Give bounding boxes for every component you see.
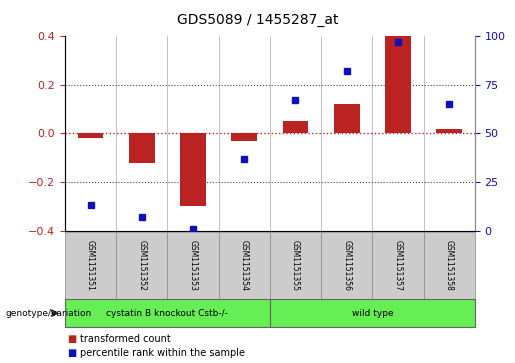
Text: GSM1151357: GSM1151357 bbox=[393, 240, 402, 291]
Text: wild type: wild type bbox=[352, 309, 393, 318]
Bar bbox=[231, 133, 257, 141]
Bar bbox=[129, 133, 154, 163]
Text: GSM1151351: GSM1151351 bbox=[86, 240, 95, 291]
Bar bbox=[78, 133, 104, 138]
Text: ■: ■ bbox=[67, 348, 76, 358]
Text: GSM1151352: GSM1151352 bbox=[138, 240, 146, 291]
Text: ■: ■ bbox=[67, 334, 76, 344]
Text: GSM1151356: GSM1151356 bbox=[342, 240, 351, 291]
Bar bbox=[436, 129, 462, 133]
Text: genotype/variation: genotype/variation bbox=[5, 309, 91, 318]
Text: cystatin B knockout Cstb-/-: cystatin B knockout Cstb-/- bbox=[107, 309, 228, 318]
Bar bbox=[385, 36, 411, 133]
Text: transformed count: transformed count bbox=[80, 334, 170, 344]
Bar bbox=[180, 133, 206, 206]
Text: GSM1151355: GSM1151355 bbox=[291, 240, 300, 291]
Text: GSM1151358: GSM1151358 bbox=[445, 240, 454, 291]
Text: GSM1151353: GSM1151353 bbox=[188, 240, 197, 291]
Text: GDS5089 / 1455287_at: GDS5089 / 1455287_at bbox=[177, 13, 338, 27]
Bar bbox=[334, 104, 359, 133]
Bar bbox=[283, 121, 308, 133]
Text: percentile rank within the sample: percentile rank within the sample bbox=[80, 348, 245, 358]
Text: GSM1151354: GSM1151354 bbox=[240, 240, 249, 291]
